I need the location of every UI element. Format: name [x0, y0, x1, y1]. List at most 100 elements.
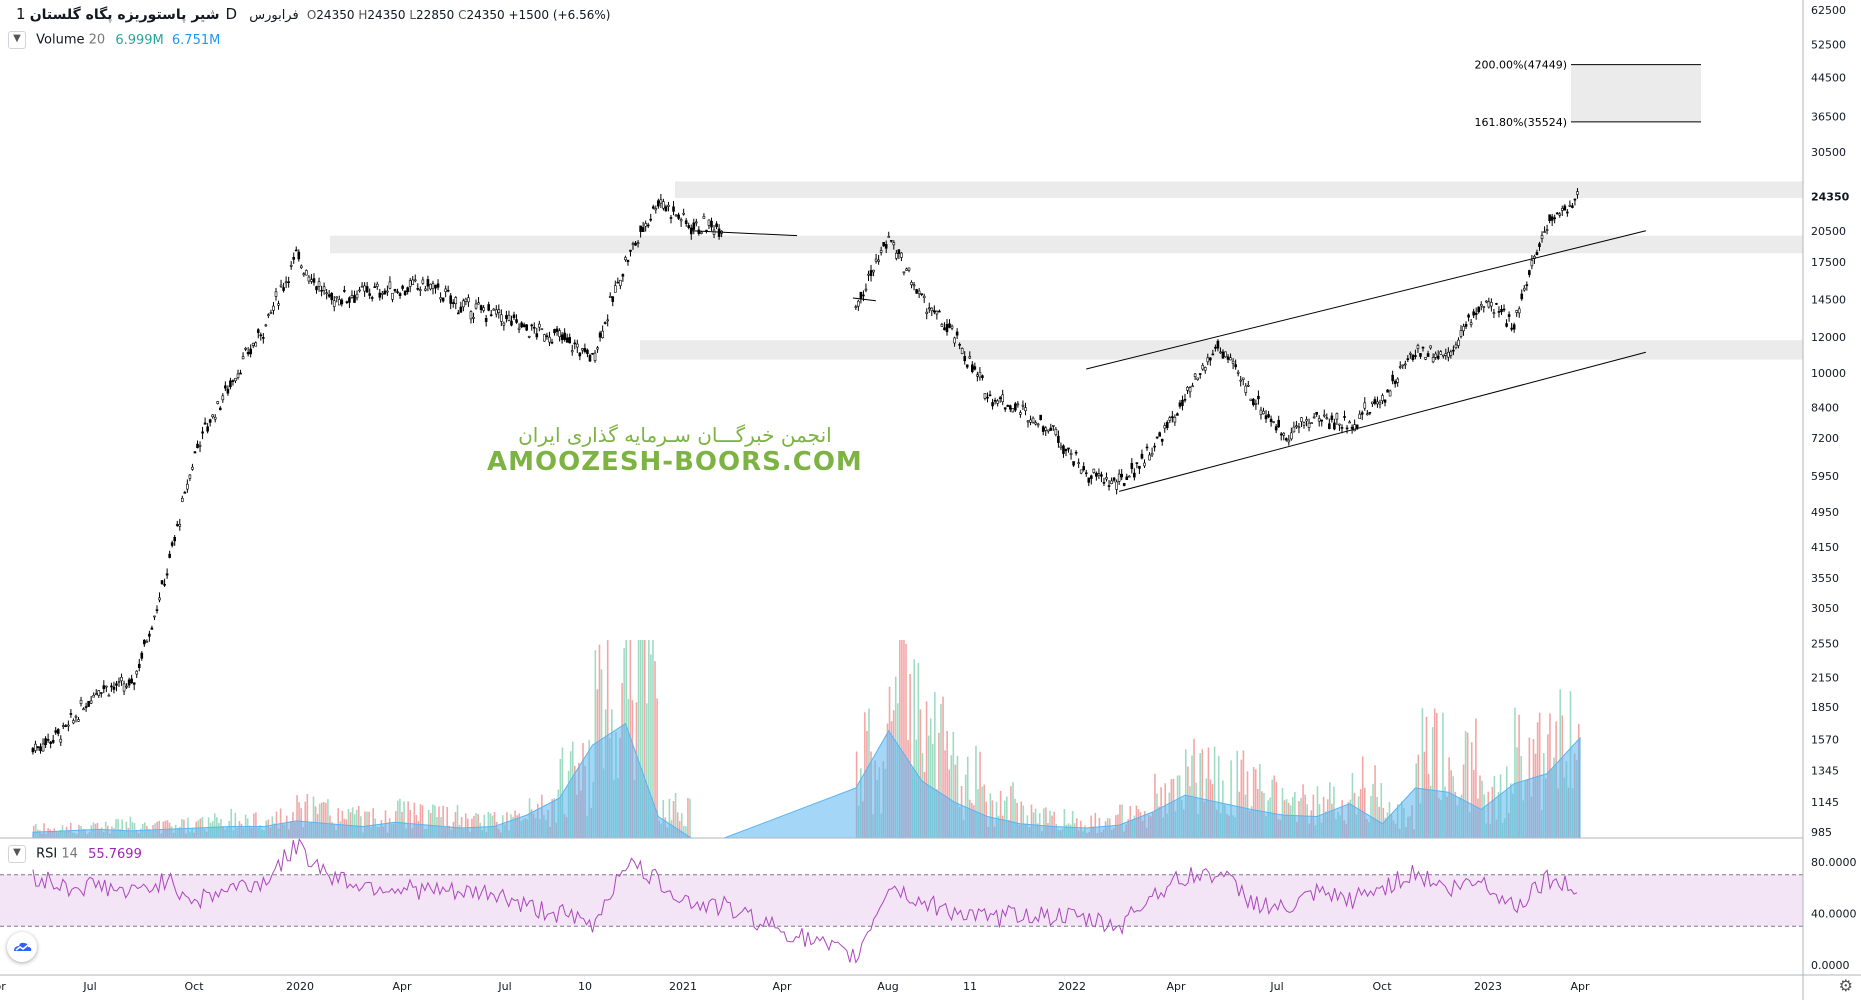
candle-body	[1325, 417, 1329, 420]
volume-bar	[650, 654, 652, 838]
price-zone	[675, 181, 1803, 198]
candle-body	[917, 290, 921, 295]
candle-body	[1449, 351, 1453, 356]
candle-body	[1201, 365, 1205, 370]
candle-body	[137, 663, 141, 668]
volume-bar	[639, 640, 642, 838]
candle-body	[122, 683, 126, 692]
candle-body	[439, 297, 442, 300]
volume-bar	[899, 640, 901, 838]
candle-body	[289, 265, 293, 267]
candle-body	[1241, 377, 1245, 380]
volume-bar	[327, 799, 329, 838]
price-tick-label: 1850	[1811, 701, 1839, 714]
candle-body	[1411, 354, 1415, 360]
candle-body	[489, 314, 493, 317]
candle-body	[634, 242, 637, 246]
chevron-down-icon[interactable]: ▼	[8, 31, 26, 49]
candle-body	[1383, 399, 1387, 403]
candle-body	[211, 414, 214, 418]
rsi-legend: ▼ RSI 14 55.7699	[8, 845, 142, 863]
candle-body	[46, 739, 50, 741]
candle-body	[1034, 422, 1037, 425]
symbol-interval[interactable]: 1D	[16, 5, 238, 23]
candle-body	[512, 314, 516, 319]
candle-body	[895, 252, 898, 259]
candle-body	[1044, 427, 1048, 431]
candle-body	[1353, 424, 1356, 432]
candle-body	[259, 334, 263, 337]
price-tick-label: 3050	[1811, 602, 1839, 615]
candle-body	[646, 224, 650, 227]
volume-bar	[952, 731, 955, 838]
candle-body	[1006, 405, 1010, 407]
volume-bar	[637, 640, 640, 838]
candle-body	[943, 327, 946, 331]
volume-label[interactable]: Volume	[36, 32, 85, 48]
candle-body	[216, 401, 220, 404]
rsi-label[interactable]: RSI	[36, 846, 58, 862]
volume-bar	[115, 819, 117, 838]
candle-body	[1322, 414, 1326, 417]
candle-body	[153, 615, 156, 618]
gear-icon[interactable]: ⚙	[1838, 976, 1853, 995]
candle-body	[1340, 427, 1344, 429]
candle-body	[930, 307, 934, 312]
price-candles	[31, 188, 1579, 755]
halted-price-line	[852, 297, 876, 302]
volume-bar	[940, 704, 942, 838]
chevron-down-icon[interactable]: ▼	[8, 845, 26, 863]
rsi-line	[32, 838, 1578, 964]
candle-body	[603, 322, 607, 324]
candle-body	[406, 287, 409, 292]
time-tick-label: Oct	[1372, 980, 1392, 993]
cloud-logo-icon[interactable]	[7, 932, 37, 962]
volume-length: 20	[88, 32, 106, 48]
candle-body	[525, 324, 528, 331]
candle-body	[231, 380, 235, 382]
candle-body	[492, 308, 496, 311]
candle-body	[654, 208, 658, 211]
candle-body	[500, 314, 503, 322]
candle-body	[1403, 363, 1407, 366]
candle-body	[1360, 412, 1364, 415]
candle-body	[155, 609, 159, 611]
volume-bar	[1240, 759, 1243, 838]
volume-bar	[652, 640, 654, 838]
candle-body	[327, 294, 331, 297]
candle-body	[244, 347, 247, 350]
candle-body	[449, 295, 453, 304]
candle-body	[1295, 425, 1298, 428]
candle-body	[1130, 462, 1134, 469]
candle-body	[454, 297, 458, 304]
candle-body	[1239, 379, 1243, 382]
volume-bar	[946, 731, 948, 838]
candle-body	[1505, 323, 1508, 327]
candle-body	[158, 597, 161, 601]
volume-bar	[1294, 791, 1296, 838]
candle-body	[451, 302, 455, 304]
volume-bar	[1022, 805, 1025, 838]
candle-body	[576, 343, 579, 348]
time-tick-label: 2023	[1474, 980, 1502, 993]
candle-body	[92, 694, 95, 698]
candle-body	[378, 292, 382, 298]
candle-body	[1120, 473, 1123, 478]
candle-body	[963, 356, 967, 362]
candle-body	[910, 282, 913, 286]
candle-body	[175, 524, 179, 526]
candle-body	[1317, 418, 1321, 422]
volume-bar	[253, 813, 255, 838]
candle-body	[1343, 416, 1346, 418]
candle-body	[1292, 426, 1296, 433]
volume-bar	[656, 698, 658, 838]
candle-body	[401, 285, 404, 289]
candle-body	[1214, 346, 1217, 349]
candle-body	[945, 324, 949, 333]
symbol-name[interactable]: شیر پاستوریزه پگاه گلستان	[29, 7, 220, 23]
candle-body	[1447, 351, 1450, 358]
candle-body	[540, 328, 544, 331]
candle-body	[897, 249, 901, 254]
